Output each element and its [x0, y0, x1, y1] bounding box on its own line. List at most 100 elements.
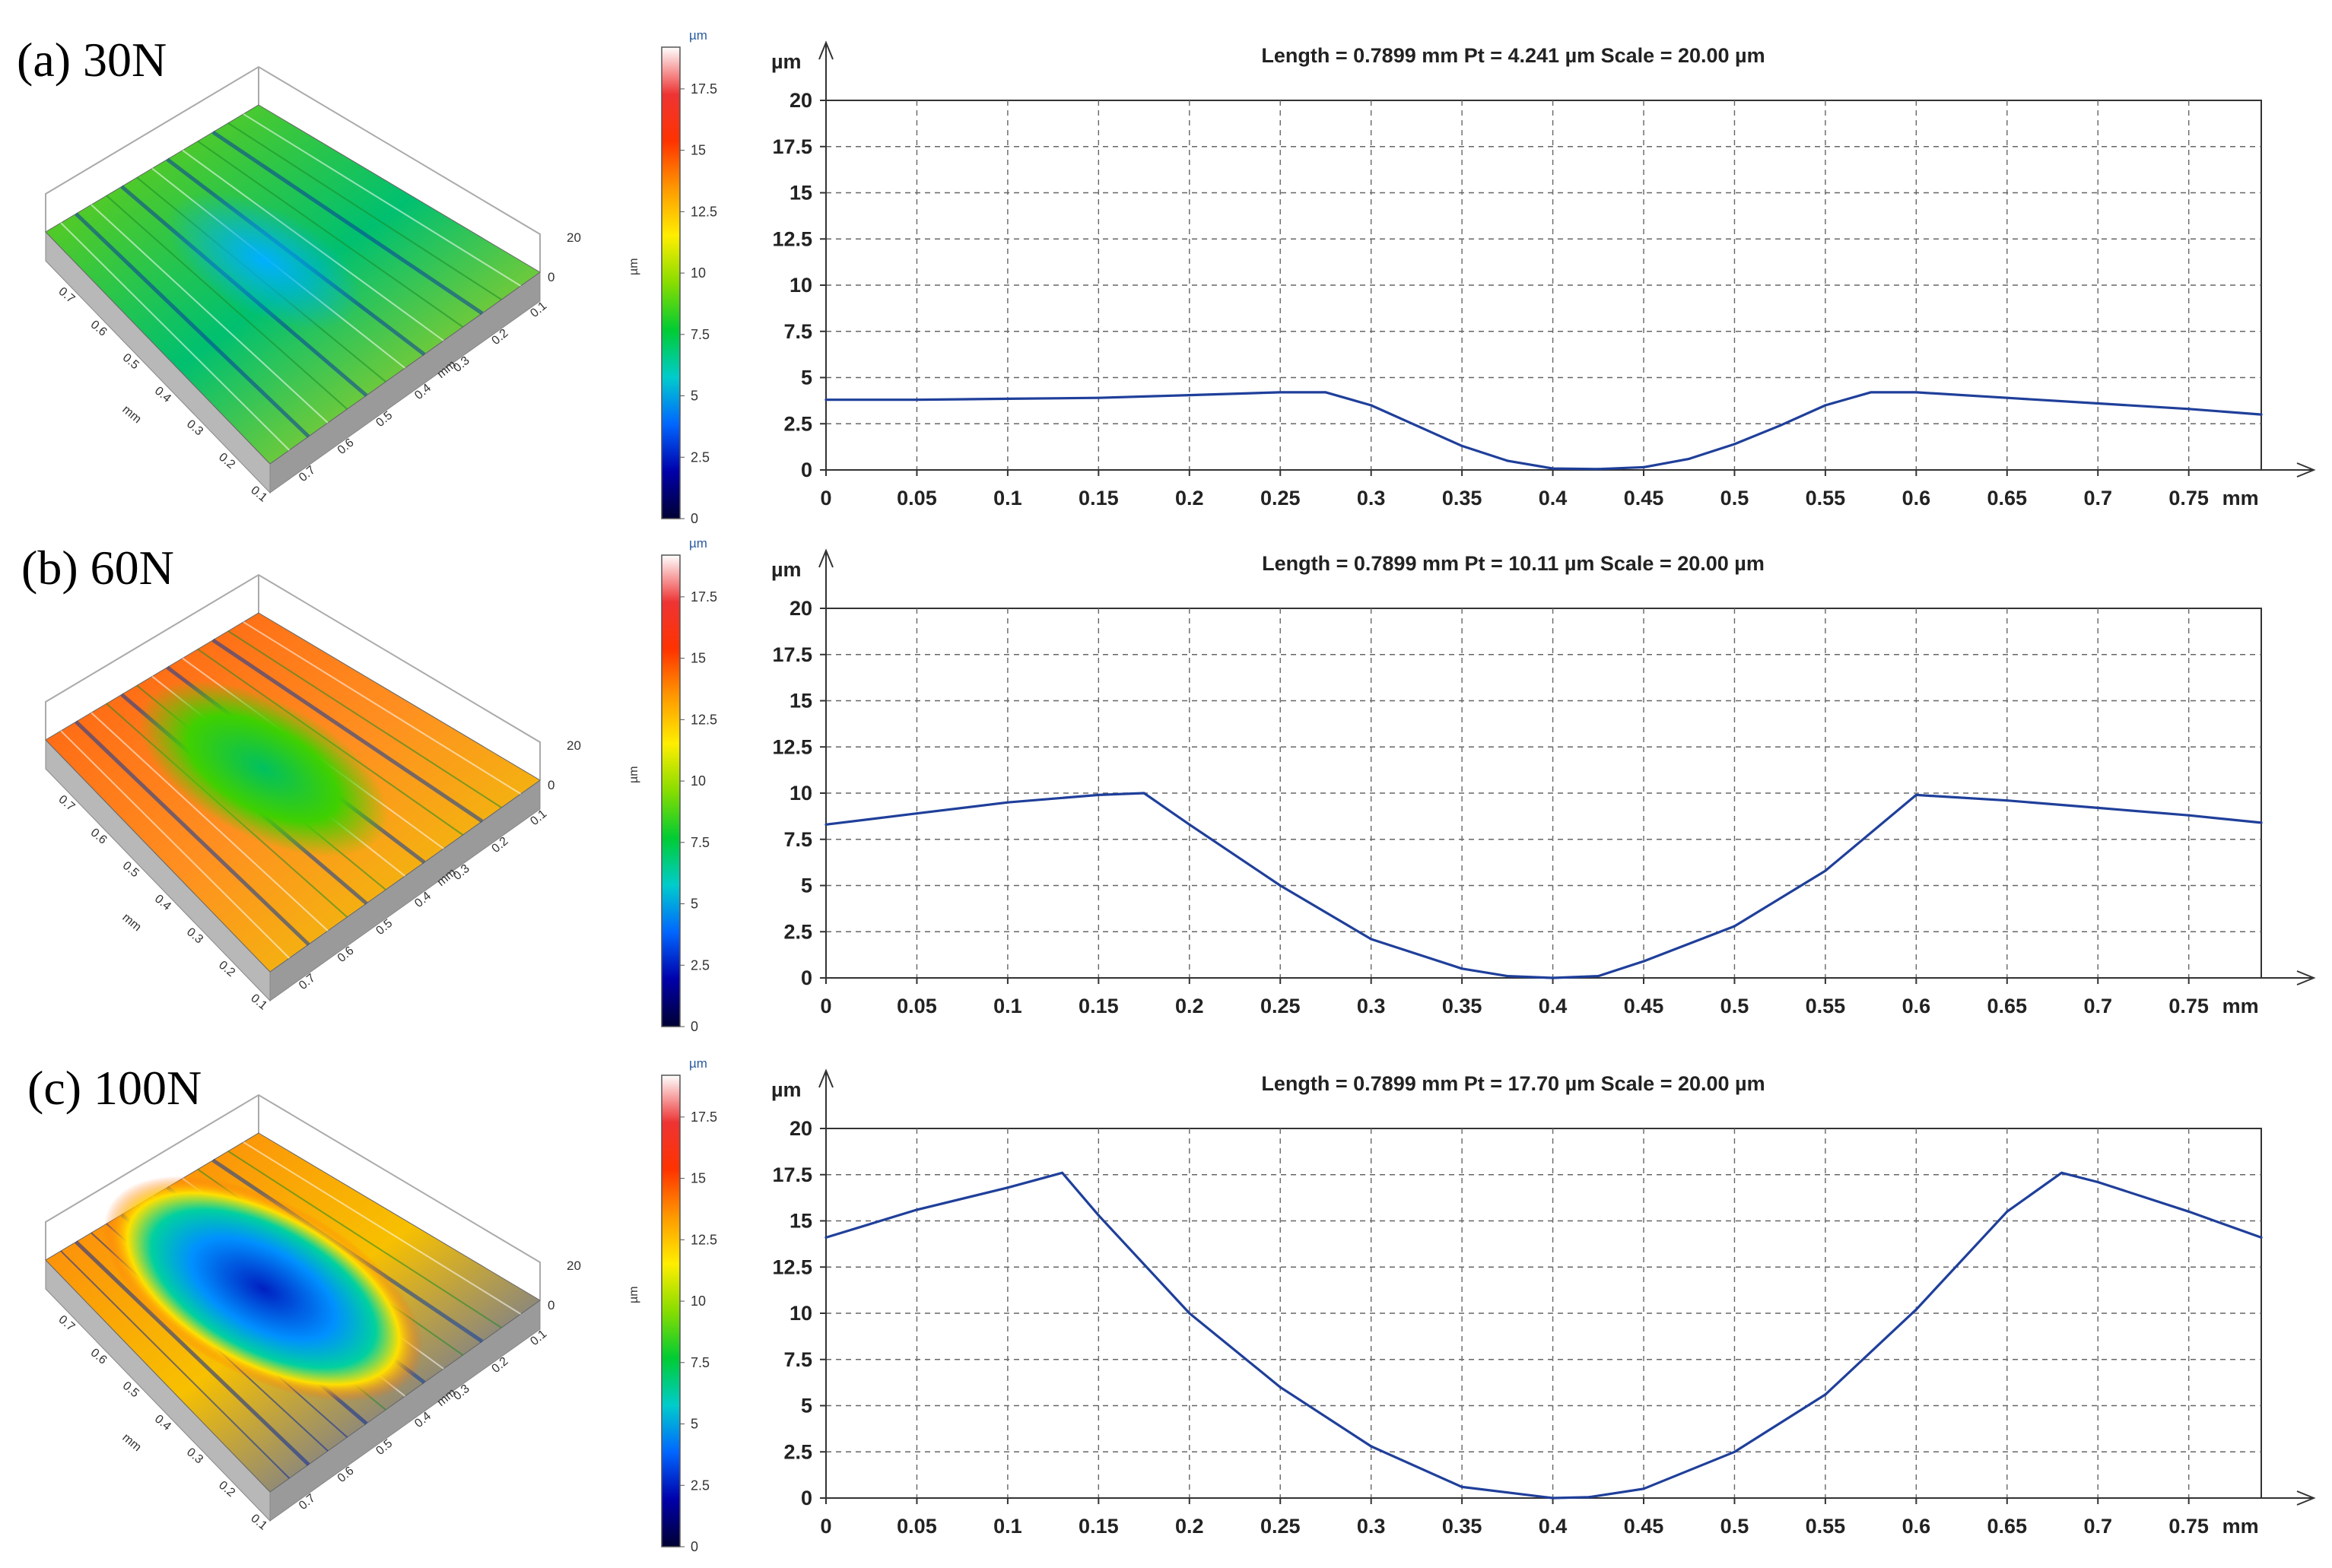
profile-point: [1824, 404, 1827, 407]
surface-ridge: [60, 222, 291, 451]
y-tick-label: 12.5: [772, 227, 812, 250]
x-tick-label: 0.05: [897, 487, 937, 509]
profile-point: [1914, 391, 1917, 394]
chart-title: Length = 0.7899 mm Pt = 10.11 µm Scale =…: [1262, 552, 1765, 575]
x-tick-label: 0.2: [1175, 1515, 1204, 1538]
x-tick-label: 0.75: [2168, 995, 2209, 1017]
x-tick-label: 0.1: [993, 1515, 1022, 1538]
profile-point: [1460, 444, 1463, 448]
profile-point: [1596, 974, 1600, 978]
profile-point: [915, 398, 919, 402]
x-tick-label: 0.55: [1806, 487, 1846, 509]
y-tick-label: 15: [790, 1210, 812, 1233]
x-tick-label: 0.3: [1357, 487, 1386, 509]
y-tick-label: 7.5: [783, 1348, 812, 1371]
colorbar-tick-label: 15: [691, 143, 706, 158]
profile-point: [2006, 396, 2009, 399]
x-tick-label: 0.7: [2083, 1515, 2112, 1538]
colorbar-gradient-bar: [661, 554, 681, 1027]
profile-point: [1279, 1385, 1282, 1389]
colorbar-tick-label: 17.5: [691, 1109, 717, 1125]
y-tick-label: 0: [801, 1487, 812, 1509]
y-tick-label: 17.5: [772, 135, 812, 158]
panel-3: (c) 100N2000.70.60.50.40.30.20.1mm0.70.6…: [27, 1056, 2316, 1554]
surface-ridge: [60, 730, 291, 959]
profile-point: [2260, 821, 2263, 824]
colorbar-tick-label: 2.5: [691, 1478, 710, 1493]
surface-z-tick-zero: 0: [548, 778, 554, 792]
profile-point: [1506, 459, 1509, 462]
profile-point: [1870, 391, 1873, 394]
profile-point: [1060, 1171, 1064, 1174]
x-tick-label: 0.6: [1902, 1515, 1931, 1538]
y-tick-label: 10: [790, 274, 812, 297]
y-axis-arrowhead: [818, 548, 834, 568]
wear-scar: [103, 1176, 424, 1401]
colorbar-tick-label: 5: [691, 1417, 698, 1432]
x-tick-label: 0.1: [993, 995, 1022, 1017]
y-axis-unit: µm: [771, 1078, 802, 1101]
y-tick-label: 2.5: [783, 1440, 812, 1463]
y-tick-label: 12.5: [772, 735, 812, 758]
profile-point: [2187, 814, 2191, 817]
colorbar-tick-label: 12.5: [691, 712, 717, 727]
y-axis-arrowhead: [818, 40, 834, 60]
surface-ridge: [60, 1250, 291, 1479]
x-tick-label: 0.5: [1720, 1515, 1749, 1538]
surface-ridge: [227, 1151, 502, 1328]
x-tick-label: 0.45: [1624, 1515, 1664, 1538]
profile-point: [2006, 1210, 2009, 1213]
colorbar-unit: µm: [689, 1056, 707, 1071]
colorbar-axis-title: µm: [627, 766, 640, 783]
x-tick-label: 0.65: [1987, 995, 2028, 1017]
x-tick-label: 0.4: [1539, 1515, 1568, 1538]
colorbar-tick-label: 15: [691, 651, 706, 666]
x-tick-label: 0.05: [897, 1515, 937, 1538]
profile-point: [1642, 465, 1645, 468]
x-tick-label: 0: [820, 487, 831, 509]
profile-point: [1551, 976, 1555, 979]
colorbar-tick-label: 10: [691, 1293, 706, 1309]
x-tick-label: 0.2: [1175, 487, 1204, 509]
profile-point: [2260, 413, 2263, 416]
x-tick-label: 0.15: [1079, 487, 1119, 509]
profile-point: [1914, 1308, 1917, 1311]
x-tick-label: 0.5: [1720, 995, 1749, 1017]
panel-2: (b) 60N2000.70.60.50.40.30.20.1mm0.70.60…: [21, 536, 2316, 1034]
y-tick-label: 7.5: [783, 828, 812, 851]
y-tick-label: 15: [790, 182, 812, 205]
profile-point: [1824, 1393, 1827, 1396]
surface-ridge: [91, 204, 329, 424]
profile-point: [1824, 869, 1827, 872]
profile-point: [1006, 397, 1009, 401]
profile-chart: 0 2.5 5 7.5 10 12.5 15 17.5 20 0 0.05 0.1 0.15 0.2 0.2…: [771, 1068, 2316, 1538]
x-tick-label: 0.35: [1442, 1515, 1482, 1538]
colorbar-tick-label: 2.5: [691, 449, 710, 465]
profile-point: [1006, 801, 1009, 804]
profile-point: [1097, 396, 1100, 399]
surface-ridge: [211, 638, 484, 824]
surface-ridge: [75, 212, 310, 438]
y-tick-label: 10: [790, 782, 812, 805]
surface-ridge: [243, 113, 522, 287]
surface-z-tick-top: 20: [567, 1259, 581, 1273]
colorbar: µm µm 0 2.5 5 7.5 10 12.5 15 17.5: [627, 1056, 717, 1554]
x-tick-label: 0.4: [1539, 487, 1568, 509]
profile-point: [2187, 1210, 2191, 1213]
x-tick-label: 0.25: [1260, 1515, 1301, 1538]
colorbar-tick-label: 12.5: [691, 204, 717, 219]
y-tick-label: 20: [790, 1117, 812, 1140]
colorbar-tick-label: 7.5: [691, 835, 710, 850]
profile-line: [826, 391, 2262, 471]
profile-point: [1188, 1312, 1191, 1315]
profile-point: [1506, 974, 1509, 978]
surface-ridge: [106, 195, 348, 410]
surface-x-unit: mm: [119, 911, 143, 934]
profile-point: [824, 823, 828, 826]
y-tick-label: 12.5: [772, 1255, 812, 1278]
y-tick-label: 7.5: [783, 320, 812, 343]
profile-point: [2060, 1171, 2064, 1174]
profile-point: [915, 1208, 919, 1211]
profile-point: [1688, 457, 1691, 461]
colorbar-axis-title: µm: [627, 258, 640, 275]
